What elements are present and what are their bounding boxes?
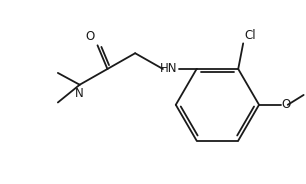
- Text: O: O: [85, 30, 95, 43]
- Text: N: N: [75, 87, 84, 100]
- Text: Cl: Cl: [244, 29, 256, 42]
- Text: O: O: [282, 98, 291, 111]
- Text: HN: HN: [160, 63, 178, 75]
